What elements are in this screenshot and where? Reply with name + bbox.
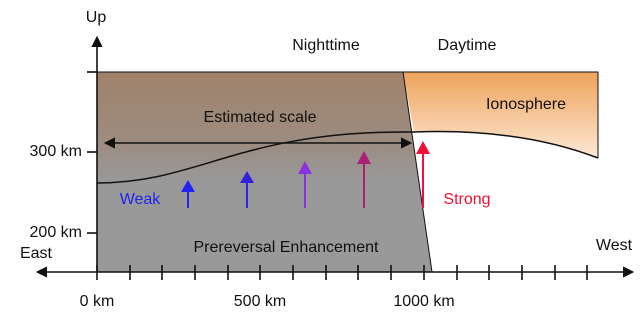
day-label: Daytime xyxy=(438,37,497,54)
pre-label: Prereversal Enhancement xyxy=(194,239,380,256)
night-label: Nighttime xyxy=(292,37,360,54)
diagram: Up 300 km 200 km East West 0 km 500 km 1… xyxy=(0,0,644,315)
day-ionosphere xyxy=(403,72,598,158)
ionosphere-label: Ionosphere xyxy=(486,96,566,113)
scale-label: Estimated scale xyxy=(204,109,317,126)
x-tick: 1000 km xyxy=(393,293,454,310)
x-tick: 0 km xyxy=(80,293,115,310)
x-tick: 500 km xyxy=(234,293,286,310)
y-tick: 200 km xyxy=(30,224,82,241)
x-right-label: West xyxy=(596,237,633,254)
y-label: Up xyxy=(86,9,107,26)
y-tick: 300 km xyxy=(30,143,82,160)
x-left-label: East xyxy=(20,245,53,262)
strong-label: Strong xyxy=(443,191,490,208)
weak-label: Weak xyxy=(120,191,162,208)
